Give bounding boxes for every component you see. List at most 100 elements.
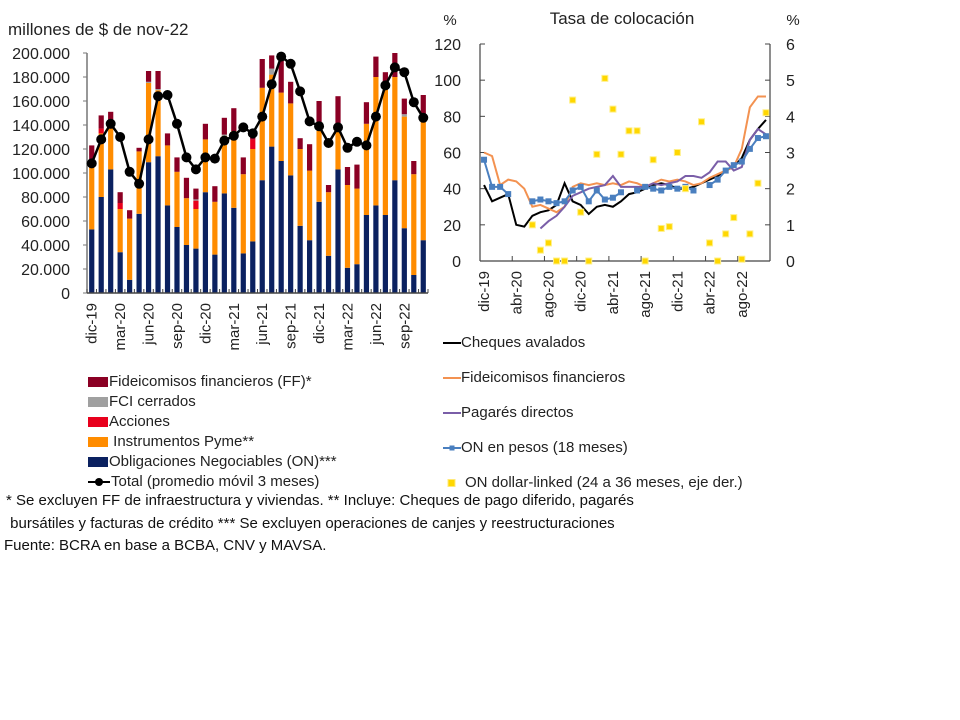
- on-en-pesos-18-meses-point: [593, 187, 600, 194]
- on-dollar-linked-24-a-36-meses-eje-der-point: [625, 127, 633, 135]
- bar-segment: [269, 74, 275, 147]
- bar-segment: [297, 138, 303, 149]
- total-point: [257, 111, 268, 122]
- bar-segment: [221, 134, 227, 136]
- total-point: [295, 86, 306, 97]
- total-point: [351, 136, 362, 147]
- x-tick-label: abr-21: [605, 271, 622, 314]
- bar-segment: [259, 59, 265, 88]
- bar-segment: [183, 245, 190, 293]
- total-point: [238, 122, 249, 133]
- x-tick-label: sep-22: [396, 303, 413, 349]
- bar-segment: [174, 157, 180, 172]
- on-en-pesos-18-meses-point: [674, 185, 681, 192]
- total-point: [342, 142, 353, 153]
- on-en-pesos-18-meses-point: [561, 198, 568, 205]
- total-point: [190, 164, 201, 175]
- on-dollar-linked-24-a-36-meses-eje-der-point: [544, 239, 552, 247]
- bar-segment: [89, 229, 95, 293]
- legend-item-pagares: Pagarés directos: [443, 395, 743, 430]
- y-tick-label: 200.000: [12, 46, 70, 63]
- right-y-tick-label: 3: [786, 146, 795, 163]
- bar-segment: [306, 144, 313, 171]
- y-tick-label: 80.000: [21, 190, 70, 207]
- y-tick-label: 140.000: [12, 118, 70, 135]
- bar-segment: [288, 103, 294, 176]
- bar-segment: [117, 252, 123, 293]
- on-en-pesos-18-meses-point: [529, 198, 536, 205]
- total-point: [370, 111, 381, 122]
- bar-segment: [316, 131, 322, 202]
- on-dollar-linked-24-a-36-meses-eje-der-point: [601, 74, 609, 82]
- total-point: [399, 67, 410, 78]
- on-dollar-linked-24-a-36-meses-eje-der-point: [722, 230, 730, 238]
- x-tick-label: sep-21: [283, 303, 300, 349]
- on-en-pesos-18-meses-point: [730, 162, 737, 169]
- bar-segment: [344, 167, 351, 185]
- x-tick-label: dic-21: [669, 271, 686, 312]
- bar-segment: [269, 146, 275, 293]
- x-tick-label: ago-22: [734, 271, 751, 318]
- on-en-pesos-18-meses-point: [666, 183, 673, 190]
- bar-segment: [98, 128, 104, 134]
- bar-segment: [373, 77, 379, 206]
- x-tick-label: dic-19: [476, 271, 493, 312]
- bar-segment: [325, 192, 332, 256]
- bar-segment: [411, 275, 417, 293]
- legend-label: Fideicomisos financieros (FF)*: [109, 373, 312, 390]
- legend-label: FCI cerrados: [109, 393, 196, 410]
- bar-segment: [306, 240, 313, 293]
- x-tick-label: ago-21: [637, 271, 654, 318]
- legend-item-fideicomisos: Fideicomisos financieros: [443, 360, 743, 395]
- right-right-axis-unit: %: [786, 12, 799, 29]
- total-point: [209, 153, 220, 164]
- on-en-pesos-18-meses-point: [497, 183, 504, 190]
- y-tick-label: 180.000: [12, 70, 70, 87]
- bar-segment: [193, 199, 199, 201]
- x-tick-label: mar-22: [339, 303, 356, 351]
- legend-swatch-acciones: [88, 417, 108, 427]
- on-dollar-linked-24-a-36-meses-eje-der-point: [577, 208, 585, 216]
- bar-segment: [259, 87, 265, 181]
- x-tick-label: mar-21: [226, 303, 243, 351]
- on-dollar-linked-24-a-36-meses-eje-der-point: [706, 239, 714, 247]
- on-dollar-linked-24-a-36-meses-eje-der-point: [754, 179, 762, 187]
- legend-label: Total (promedio móvil 3 meses): [111, 473, 320, 490]
- left-y-tick-label: 100: [434, 73, 461, 90]
- legend-line-square-icon: [443, 445, 461, 450]
- bar-segment: [335, 131, 341, 170]
- total-point: [219, 135, 230, 146]
- bar-segment: [354, 264, 360, 293]
- x-tick-label: abr-22: [702, 271, 719, 314]
- bar-segment: [401, 98, 407, 115]
- bar-segment: [420, 95, 426, 122]
- bar-segment: [401, 114, 407, 117]
- on-en-pesos-18-meses-line: [483, 159, 509, 195]
- bar-segment: [259, 180, 265, 293]
- legend-item-on: Obligaciones Negociables (ON)***: [88, 452, 337, 472]
- bar-segment: [212, 186, 218, 202]
- bar-segment: [174, 171, 180, 227]
- footnote-line-1: * Se excluyen FF de infraestructura y vi…: [6, 492, 634, 509]
- on-en-pesos-18-meses-point: [577, 183, 584, 190]
- bar-segment: [401, 228, 407, 293]
- legend-label: Pagarés directos: [461, 404, 574, 421]
- legend-item-on-pesos: ON en pesos (18 meses): [443, 430, 743, 465]
- on-dollar-linked-24-a-36-meses-eje-der-point: [609, 105, 617, 113]
- x-tick-label: sep-20: [169, 303, 186, 349]
- left-y-tick-label: 60: [443, 146, 461, 163]
- bar-segment: [231, 108, 237, 131]
- bar-segment: [240, 157, 246, 175]
- bar-segment: [250, 139, 256, 149]
- right-chart-title: Tasa de colocación: [550, 9, 695, 28]
- y-tick-label: 0: [61, 286, 70, 303]
- bar-segment: [164, 205, 171, 293]
- bar-segment: [344, 267, 351, 293]
- bar-segment: [325, 255, 332, 293]
- bar-segment: [411, 174, 417, 275]
- bar-segment: [202, 192, 209, 293]
- bar-segment: [382, 215, 388, 293]
- x-tick-label: mar-20: [112, 303, 129, 351]
- bar-segment: [212, 201, 218, 255]
- total-point: [418, 112, 429, 123]
